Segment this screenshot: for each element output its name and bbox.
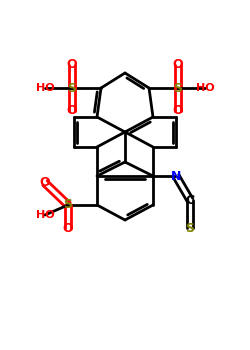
Text: O: O — [63, 222, 73, 235]
Text: C: C — [186, 194, 194, 206]
Text: S: S — [174, 82, 182, 95]
Text: HO: HO — [36, 83, 54, 93]
Text: S: S — [64, 198, 72, 211]
Text: O: O — [173, 58, 183, 71]
Text: O: O — [67, 58, 77, 71]
Text: S: S — [68, 82, 76, 95]
Text: N: N — [171, 169, 181, 182]
Text: HO: HO — [36, 210, 54, 220]
Text: O: O — [40, 176, 50, 189]
Text: O: O — [67, 105, 77, 118]
Text: O: O — [173, 105, 183, 118]
Text: HO: HO — [196, 83, 214, 93]
Text: S: S — [186, 222, 194, 235]
